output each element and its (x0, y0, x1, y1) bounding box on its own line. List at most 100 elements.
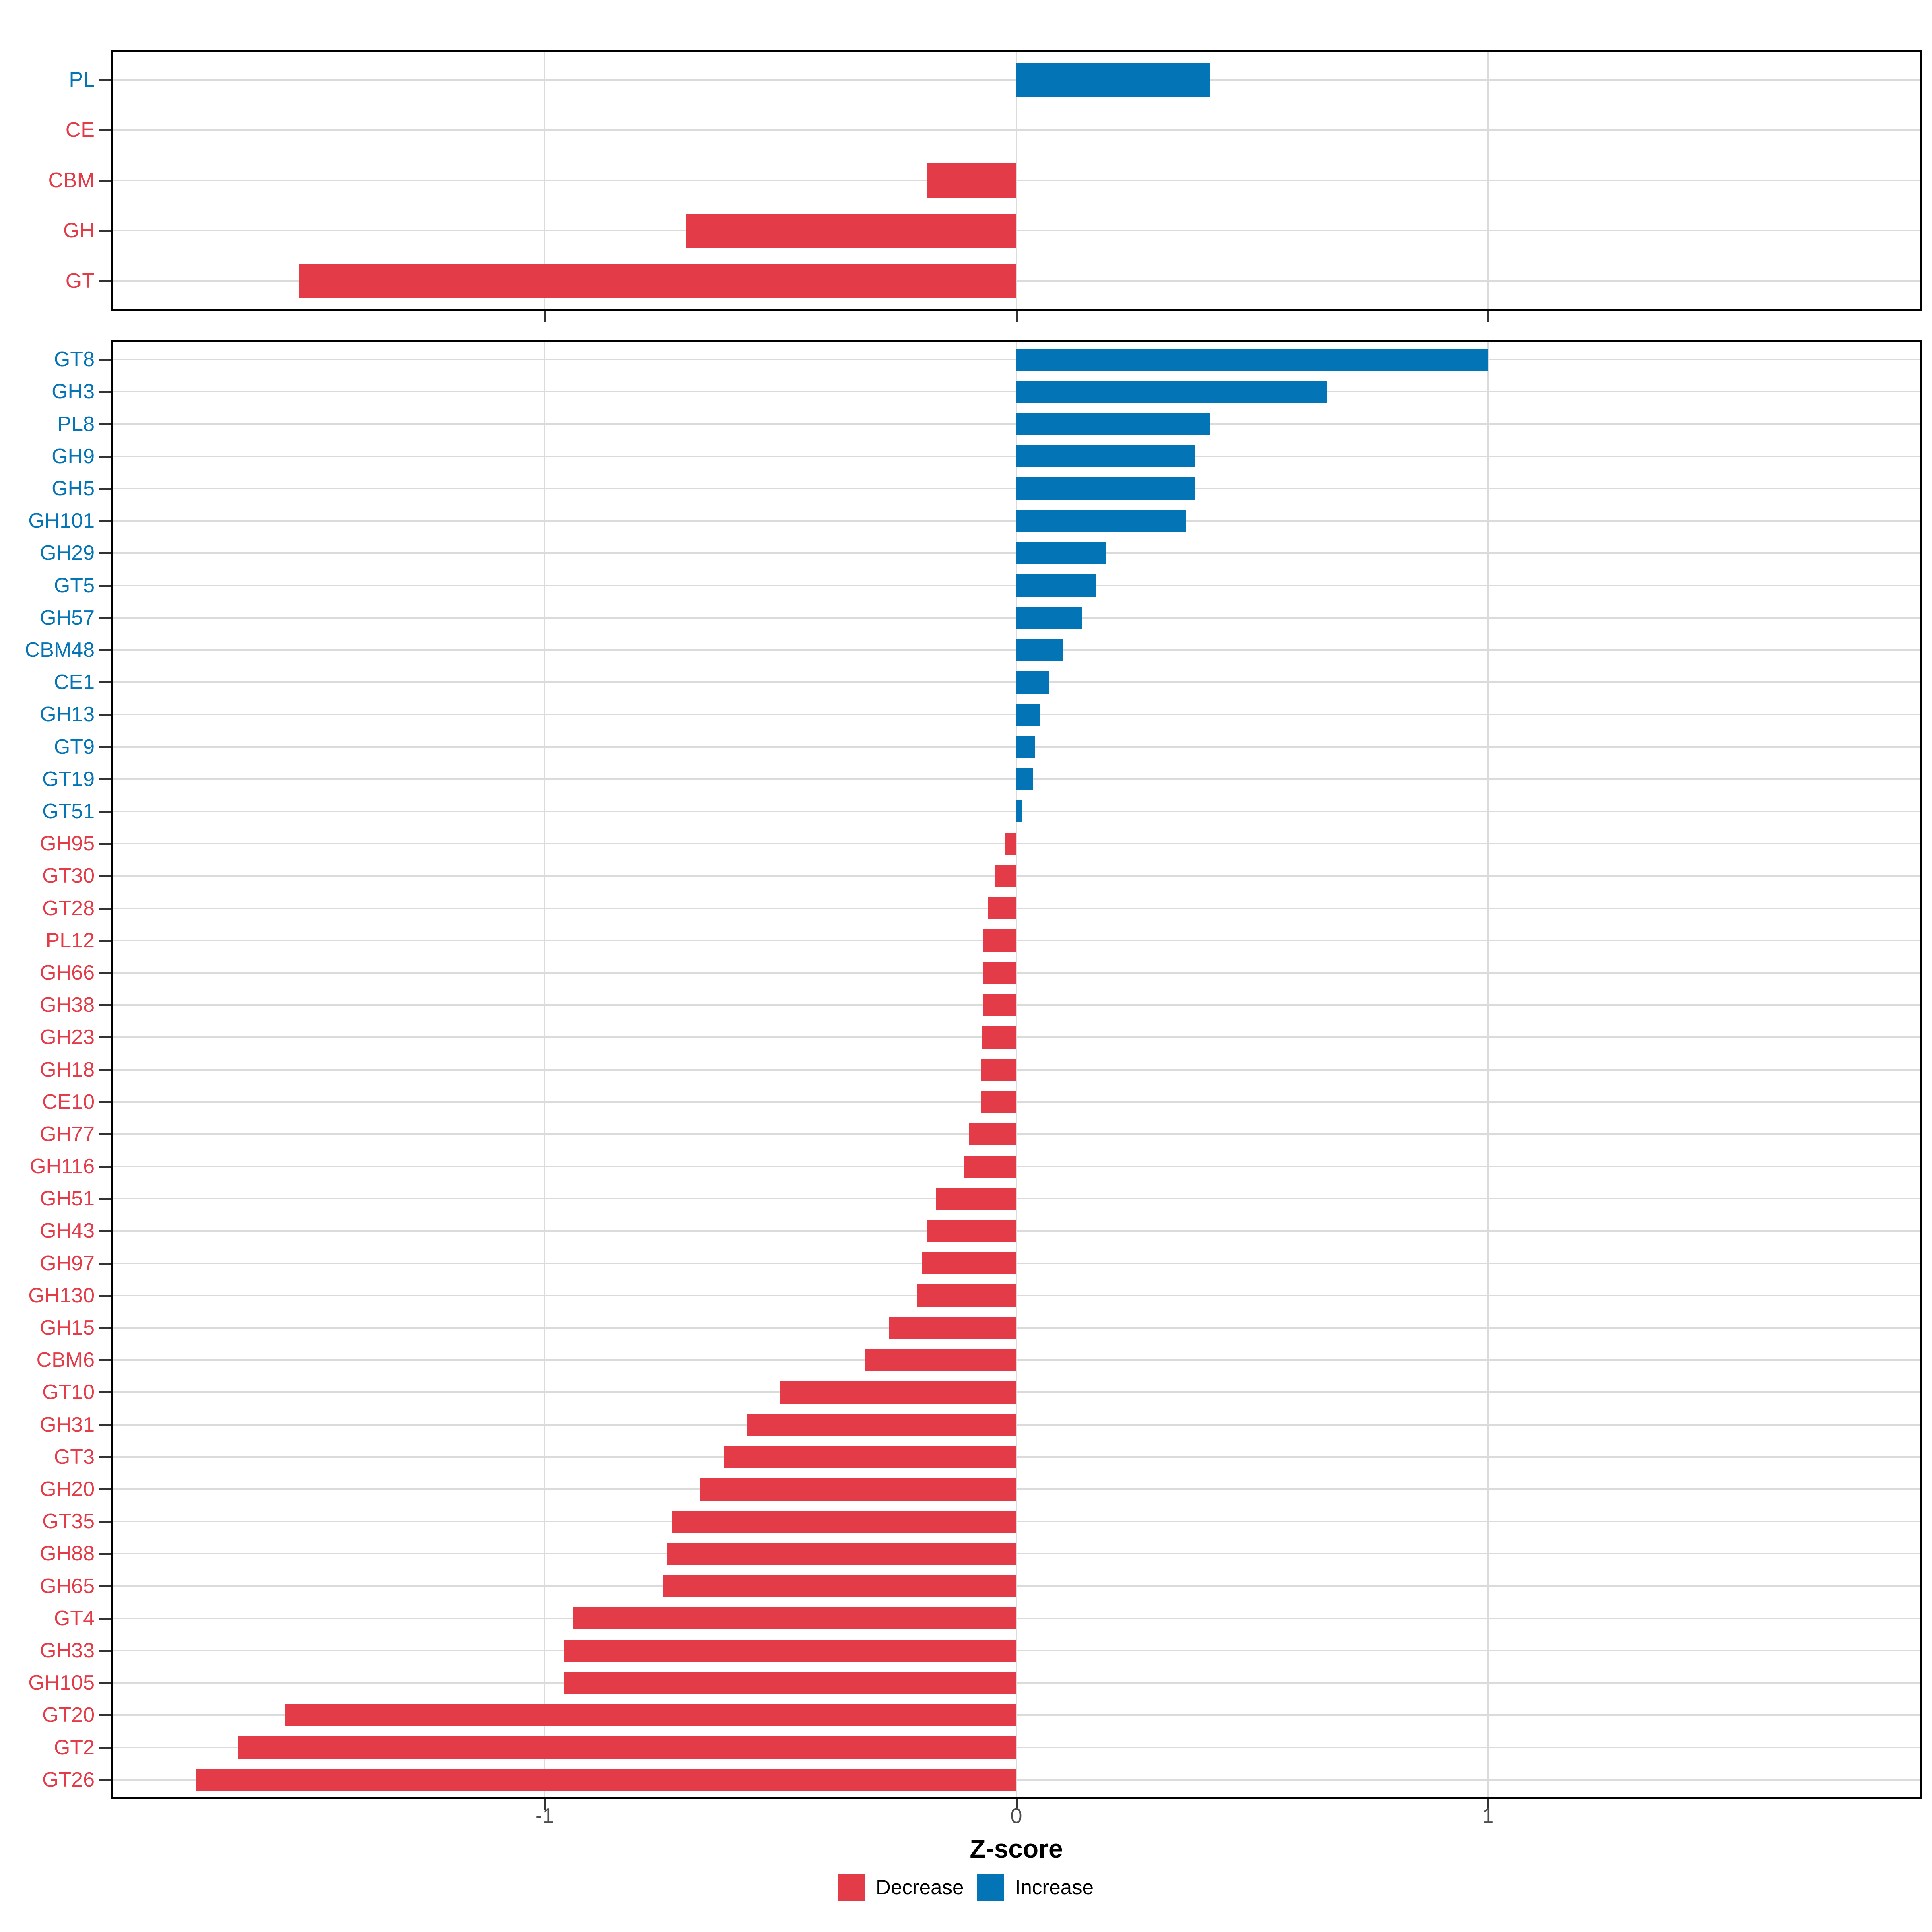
y-tick-GH23 (99, 1036, 111, 1039)
category-label-GH31: GH31 (40, 1413, 95, 1437)
category-label-GT: GT (65, 269, 95, 293)
category-label-GH66: GH66 (40, 961, 95, 985)
y-tick-CBM48 (99, 649, 111, 651)
y-tick-GH (99, 230, 111, 232)
category-label-GT10: GT10 (42, 1381, 95, 1404)
legend-swatch-decrease (838, 1874, 866, 1901)
gridline-row-GT35 (111, 1521, 1922, 1523)
gridline-row-GT4 (111, 1617, 1922, 1619)
category-label-PL: PL (69, 68, 95, 91)
bar-CE10 (981, 1091, 1016, 1113)
category-label-CE: CE (65, 118, 95, 142)
bar-GH65 (663, 1575, 1016, 1597)
y-tick-GH5 (99, 487, 111, 490)
bar-GH (686, 214, 1016, 248)
category-label-GH13: GH13 (40, 703, 95, 726)
bar-GT20 (285, 1704, 1016, 1726)
bar-GH9 (1016, 445, 1196, 467)
x-tick--1-cazyme_class_summary (544, 311, 546, 322)
bar-GH3 (1016, 381, 1328, 403)
y-tick-GH57 (99, 617, 111, 619)
gridline-row-GT10 (111, 1391, 1922, 1393)
category-label-GH23: GH23 (40, 1026, 95, 1049)
y-tick-GH3 (99, 391, 111, 393)
gridline-row-GT2 (111, 1746, 1922, 1748)
y-tick-GT35 (99, 1521, 111, 1523)
y-tick-GH18 (99, 1069, 111, 1071)
y-tick-GT19 (99, 778, 111, 780)
y-tick-CE10 (99, 1101, 111, 1103)
gridline-row-GH23 (111, 1036, 1922, 1038)
category-label-GH88: GH88 (40, 1542, 95, 1565)
gridline-row-GH18 (111, 1069, 1922, 1071)
y-tick-PL (99, 79, 111, 81)
gridline-row-PL12 (111, 939, 1922, 941)
x-tick-0-cazyme_family_detail (1016, 1799, 1018, 1810)
category-label-GH18: GH18 (40, 1058, 95, 1082)
y-tick-GH43 (99, 1230, 111, 1232)
x-tick-label-1: 1 (1482, 1804, 1494, 1828)
category-label-GH15: GH15 (40, 1316, 95, 1340)
category-label-GH116: GH116 (30, 1155, 95, 1178)
category-label-GT5: GT5 (54, 574, 95, 597)
category-label-GT4: GT4 (54, 1607, 95, 1630)
y-tick-GH51 (99, 1198, 111, 1200)
bar-GH116 (964, 1156, 1016, 1178)
y-tick-GT4 (99, 1617, 111, 1620)
bar-GT51 (1016, 800, 1022, 822)
y-tick-CBM (99, 180, 111, 182)
gridline-row-GH66 (111, 972, 1922, 974)
bar-GH51 (936, 1188, 1016, 1210)
category-label-GH57: GH57 (40, 606, 95, 630)
gridline-row-GH43 (111, 1230, 1922, 1232)
category-label-CE1: CE1 (54, 671, 95, 694)
category-label-GH77: GH77 (40, 1123, 95, 1146)
bar-GH101 (1016, 510, 1186, 532)
y-tick-GT20 (99, 1714, 111, 1717)
gridline-row-GT28 (111, 907, 1922, 909)
y-tick-GT2 (99, 1746, 111, 1749)
legend-label-decrease: Decrease (876, 1876, 964, 1899)
x-tick--1-cazyme_family_detail (544, 1799, 546, 1810)
category-label-GT3: GT3 (54, 1445, 95, 1469)
y-tick-GT26 (99, 1779, 111, 1781)
y-tick-GT9 (99, 746, 111, 748)
category-label-GH101: GH101 (28, 509, 95, 533)
category-label-GT28: GT28 (42, 897, 95, 920)
bar-GH33 (564, 1640, 1016, 1662)
gridline-row-GH130 (111, 1294, 1922, 1296)
y-tick-GT51 (99, 810, 111, 813)
category-label-CBM48: CBM48 (25, 638, 95, 662)
y-tick-GH88 (99, 1553, 111, 1555)
category-label-GT51: GT51 (42, 800, 95, 823)
legend-item-increase: Increase (977, 1874, 1094, 1901)
gridline-row-GH38 (111, 1004, 1922, 1006)
gridline-row-GH51 (111, 1198, 1922, 1200)
x-tick-1-cazyme_family_detail (1487, 1799, 1489, 1810)
x-tick-label-0: 0 (1010, 1804, 1022, 1828)
bar-GT4 (573, 1607, 1016, 1629)
category-label-GH5: GH5 (52, 477, 95, 500)
category-label-GH33: GH33 (40, 1639, 95, 1662)
category-label-PL8: PL8 (57, 413, 95, 436)
bar-PL (1016, 63, 1210, 97)
y-tick-CBM6 (99, 1359, 111, 1362)
y-tick-GH66 (99, 972, 111, 974)
y-tick-GH9 (99, 455, 111, 458)
gridline-row-GH97 (111, 1262, 1922, 1264)
bar-GT2 (238, 1736, 1016, 1759)
y-tick-GT10 (99, 1391, 111, 1394)
category-label-GT2: GT2 (54, 1736, 95, 1759)
category-label-GH130: GH130 (28, 1284, 95, 1307)
y-tick-GH77 (99, 1133, 111, 1135)
bar-GH95 (1004, 833, 1016, 855)
bar-GT10 (780, 1381, 1016, 1404)
bar-GH15 (889, 1317, 1016, 1339)
bar-GH13 (1016, 704, 1040, 726)
y-tick-GT5 (99, 584, 111, 587)
legend-swatch-increase (977, 1874, 1005, 1901)
y-tick-GH101 (99, 520, 111, 522)
category-label-GH95: GH95 (40, 832, 95, 855)
bar-GT3 (724, 1446, 1016, 1468)
y-tick-GH65 (99, 1585, 111, 1587)
